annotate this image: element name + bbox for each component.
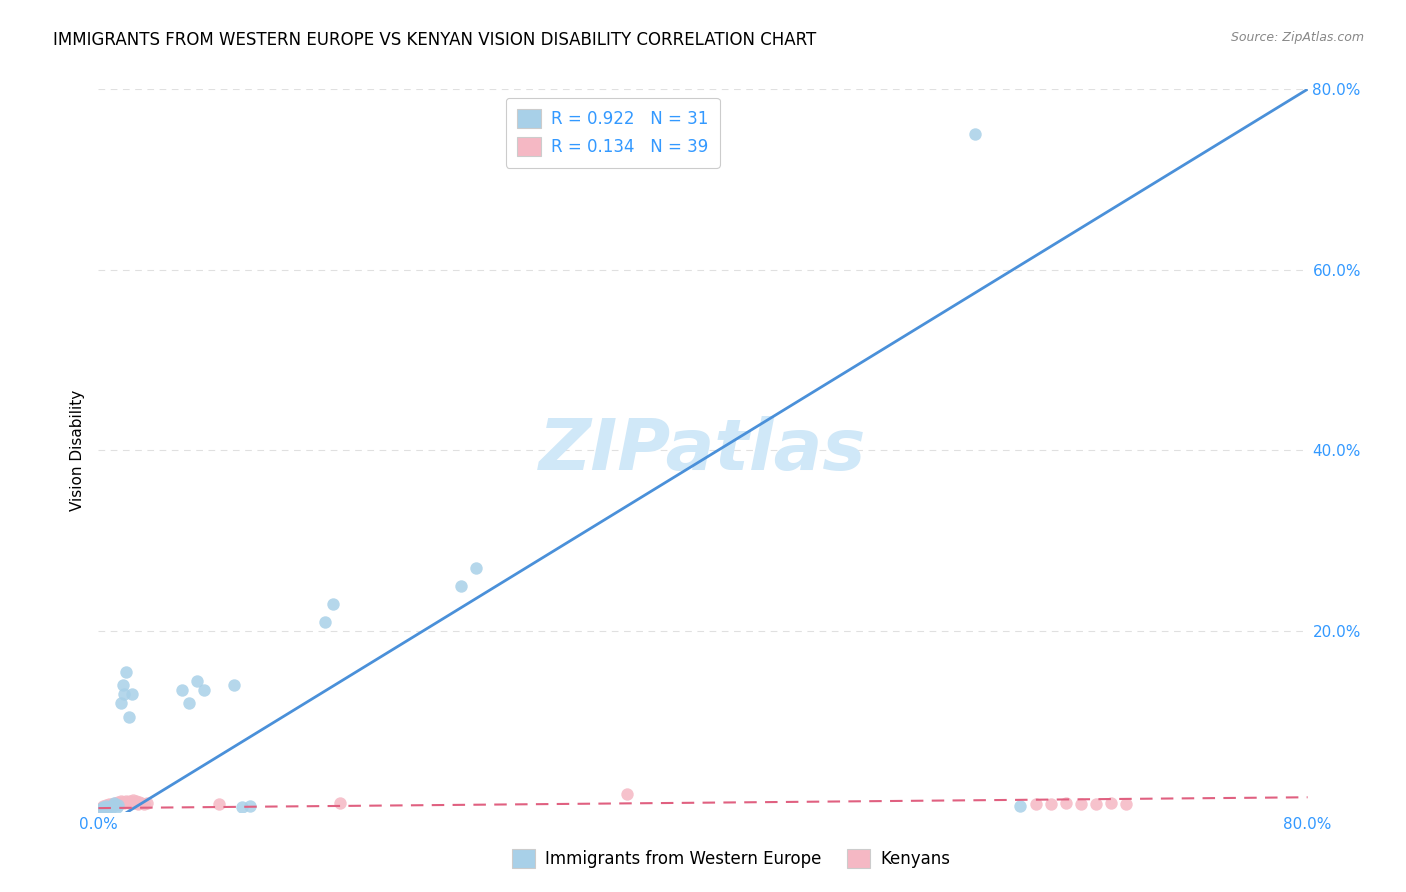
Point bbox=[193, 682, 215, 697]
Point bbox=[1010, 799, 1032, 814]
Legend: R = 0.922   N = 31, R = 0.134   N = 39: R = 0.922 N = 31, R = 0.134 N = 39 bbox=[506, 97, 720, 168]
Point bbox=[110, 697, 132, 711]
Point bbox=[121, 795, 143, 809]
Point bbox=[91, 800, 114, 814]
Point bbox=[239, 799, 262, 814]
Point bbox=[111, 795, 134, 809]
Point bbox=[1054, 796, 1077, 810]
Point bbox=[132, 797, 155, 812]
Point bbox=[101, 799, 124, 814]
Point bbox=[94, 798, 117, 813]
Point bbox=[114, 794, 136, 808]
Point bbox=[107, 798, 129, 813]
Point bbox=[224, 678, 246, 692]
Point bbox=[124, 796, 146, 810]
Point bbox=[465, 561, 488, 575]
Point bbox=[100, 798, 122, 813]
Point bbox=[90, 801, 112, 815]
Point bbox=[93, 800, 115, 814]
Point bbox=[135, 796, 157, 810]
Point bbox=[118, 796, 141, 810]
Point bbox=[98, 800, 121, 814]
Point bbox=[104, 796, 127, 810]
Point bbox=[114, 665, 136, 679]
Point bbox=[965, 128, 987, 142]
Point bbox=[1024, 797, 1046, 812]
Point bbox=[120, 794, 142, 808]
Point bbox=[170, 682, 193, 697]
Point bbox=[129, 796, 152, 810]
Point bbox=[179, 697, 201, 711]
Point bbox=[1039, 797, 1062, 811]
Point bbox=[96, 799, 118, 814]
Point bbox=[108, 796, 131, 810]
Point bbox=[107, 795, 129, 809]
Point bbox=[127, 797, 149, 811]
Point bbox=[322, 597, 344, 611]
Point bbox=[1099, 796, 1122, 810]
Point bbox=[118, 710, 141, 724]
Point bbox=[115, 795, 138, 809]
Point bbox=[96, 802, 118, 816]
Point bbox=[616, 787, 638, 801]
Point bbox=[1070, 797, 1092, 812]
Point bbox=[329, 796, 352, 810]
Point bbox=[103, 797, 125, 812]
Point bbox=[111, 678, 134, 692]
Point bbox=[94, 799, 117, 814]
Point bbox=[91, 799, 114, 814]
Point bbox=[98, 797, 121, 812]
Point bbox=[100, 801, 122, 815]
Point bbox=[105, 797, 128, 811]
Point bbox=[186, 673, 208, 688]
Point bbox=[125, 794, 148, 808]
Y-axis label: Vision Disability: Vision Disability bbox=[69, 390, 84, 511]
Point bbox=[90, 802, 112, 816]
Point bbox=[122, 793, 145, 807]
Legend: Immigrants from Western Europe, Kenyans: Immigrants from Western Europe, Kenyans bbox=[505, 842, 957, 875]
Point bbox=[103, 796, 125, 810]
Point bbox=[314, 615, 336, 629]
Point bbox=[93, 801, 115, 815]
Text: Source: ZipAtlas.com: Source: ZipAtlas.com bbox=[1230, 31, 1364, 45]
Point bbox=[121, 687, 143, 701]
Point bbox=[450, 579, 472, 593]
Point bbox=[101, 797, 124, 811]
Point bbox=[128, 795, 150, 809]
Point bbox=[112, 687, 135, 701]
Point bbox=[231, 800, 253, 814]
Point bbox=[1085, 797, 1108, 811]
Point bbox=[110, 794, 132, 808]
Point bbox=[105, 800, 128, 814]
Point bbox=[208, 797, 231, 811]
Text: ZIPatlas: ZIPatlas bbox=[540, 416, 866, 485]
Point bbox=[112, 796, 135, 810]
Text: IMMIGRANTS FROM WESTERN EUROPE VS KENYAN VISION DISABILITY CORRELATION CHART: IMMIGRANTS FROM WESTERN EUROPE VS KENYAN… bbox=[53, 31, 817, 49]
Point bbox=[104, 797, 127, 812]
Point bbox=[1115, 797, 1137, 812]
